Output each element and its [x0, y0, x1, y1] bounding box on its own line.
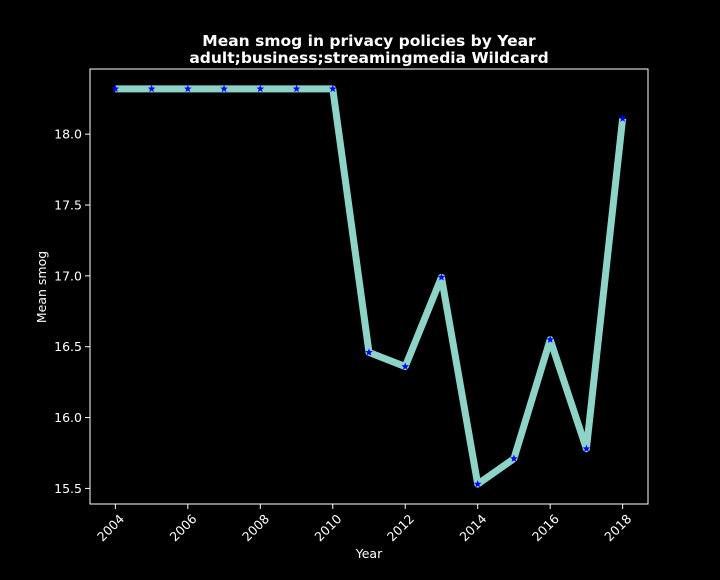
- x-axis-label: Year: [355, 546, 383, 561]
- data-point-2010: [328, 84, 337, 93]
- y-tick-label-18.0: 18.0: [54, 127, 82, 142]
- data-point-2007: [220, 84, 228, 93]
- data-point-2005: [147, 84, 156, 93]
- data-point-2004: [111, 84, 120, 93]
- data-point-2014: [473, 480, 482, 488]
- x-tick-label-2004: 2004: [94, 511, 127, 544]
- plot-frame: [89, 68, 649, 505]
- x-tick-label-2016: 2016: [529, 511, 562, 544]
- x-tick-label-2008: 2008: [239, 511, 272, 544]
- x-tick-label-2012: 2012: [384, 511, 417, 544]
- data-point-2017: [582, 444, 591, 452]
- plot-area: 2004 2006 2008 2010 2012 2014 2016 2018 15.5 16.0…: [54, 68, 649, 544]
- data-point-2011: [365, 348, 373, 356]
- data-point-2006: [184, 84, 192, 93]
- x-tick-label-2014: 2014: [456, 511, 489, 544]
- data-point-2012: [401, 362, 410, 370]
- data-point-2013: [437, 273, 446, 281]
- x-tick-label-2010: 2010: [311, 511, 344, 544]
- y-tick-label-16.5: 16.5: [54, 339, 82, 354]
- chart-title: Mean smog in privacy policies by Year: [202, 32, 536, 50]
- y-axis-label: Mean smog: [34, 251, 49, 323]
- y-tick-label-17.0: 17.0: [54, 268, 82, 283]
- y-tick-label-16.0: 16.0: [54, 410, 82, 425]
- x-tick-label-2018: 2018: [601, 511, 634, 544]
- x-tick-label-2006: 2006: [167, 511, 200, 544]
- y-tick-label-15.5: 15.5: [54, 481, 82, 496]
- chart-subtitle: adult;business;streamingmedia Wildcard: [189, 49, 548, 67]
- data-point-2008: [256, 84, 265, 93]
- series-line-0: [115, 85, 627, 488]
- y-tick-label-17.5: 17.5: [54, 198, 82, 213]
- data-point-2015: [510, 454, 518, 462]
- data-point-2009: [292, 84, 301, 93]
- data-point-2018: [618, 114, 627, 122]
- data-point-2016: [546, 335, 554, 343]
